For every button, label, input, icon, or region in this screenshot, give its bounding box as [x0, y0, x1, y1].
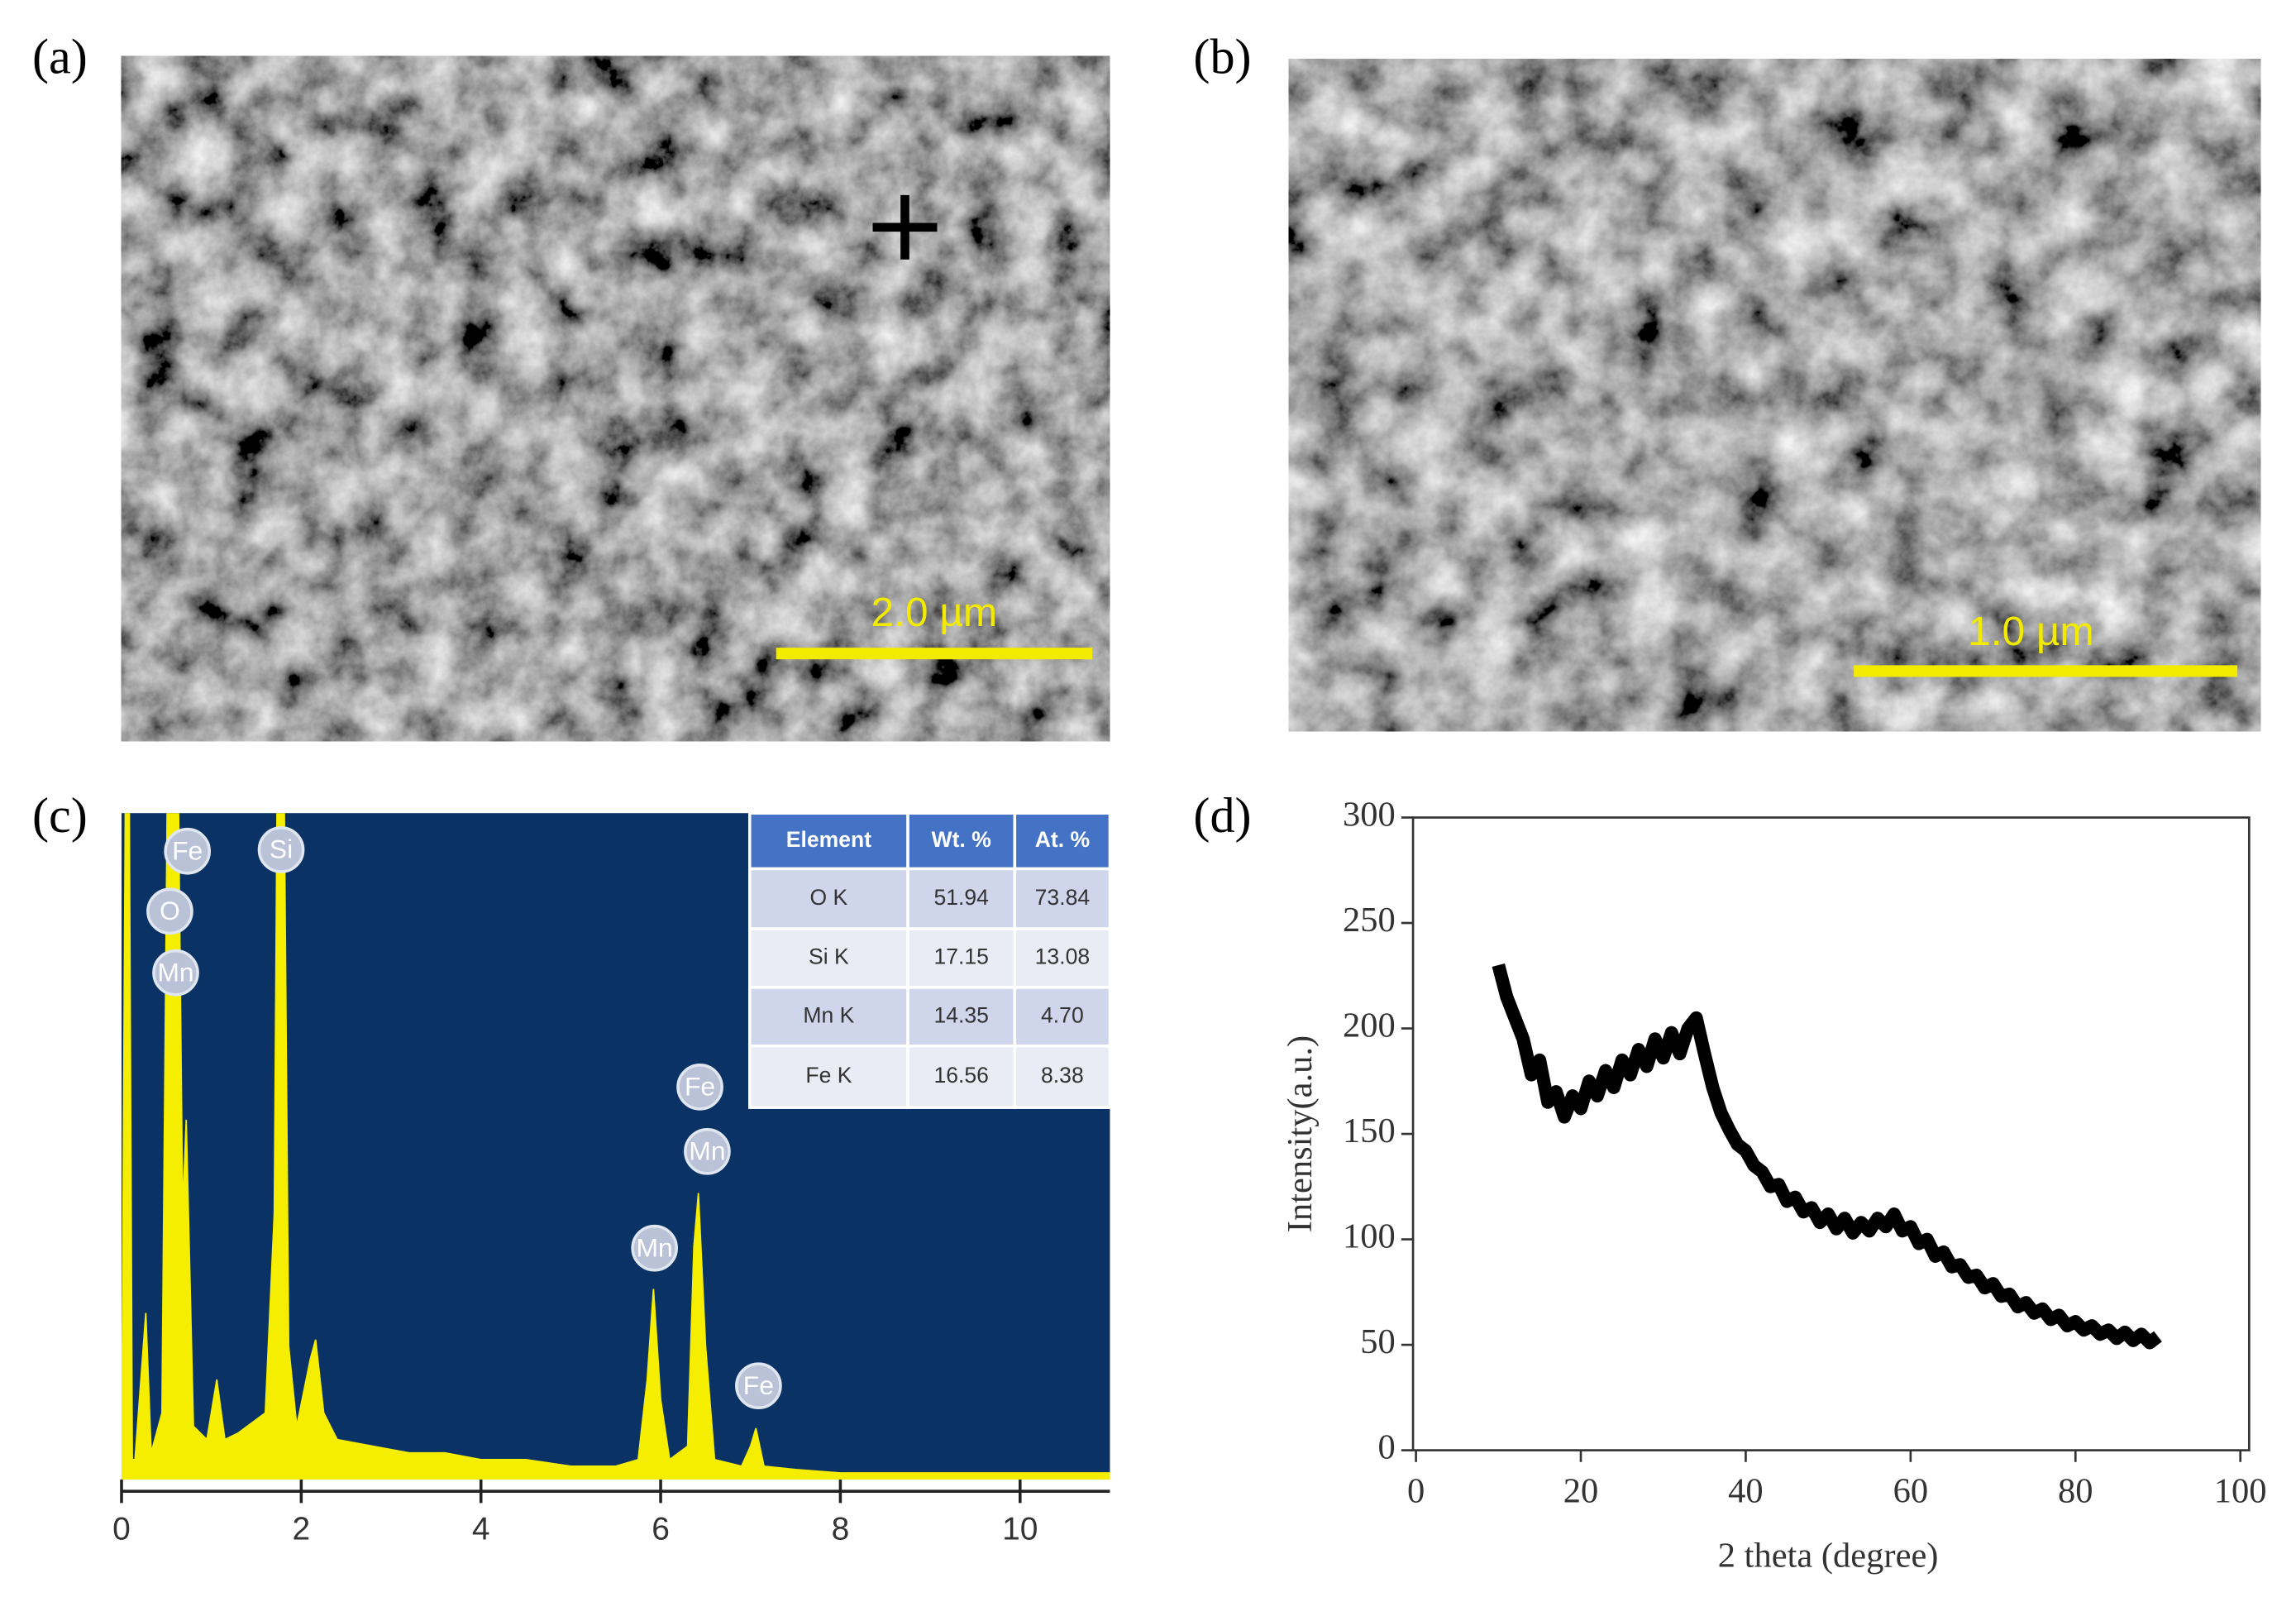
table-cell	[1013, 986, 1112, 1048]
header-text: At. %	[1035, 827, 1090, 852]
sem-image	[121, 55, 1110, 742]
x-tick-label: 0	[112, 1511, 131, 1547]
peak-badge	[735, 1362, 782, 1410]
peak-badge	[152, 949, 199, 997]
x-tick-label: 40	[1728, 1471, 1764, 1510]
cell-text: 4.70	[1041, 1002, 1084, 1027]
cell-text: O K	[810, 885, 848, 910]
header-text: Element	[786, 827, 871, 852]
x-tick-label: 6	[652, 1511, 670, 1547]
header-text: Wt. %	[932, 827, 991, 852]
scale-bar-label: 2.0 µm	[871, 589, 998, 635]
spectrum-area	[121, 813, 1110, 1480]
peak-label: Fe	[743, 1370, 774, 1400]
cell-text: 8.38	[1041, 1063, 1084, 1088]
y-tick-label: 200	[1343, 1006, 1396, 1045]
cell-text: 17.15	[933, 944, 988, 969]
header-cell	[748, 811, 909, 871]
x-tick-label: 10	[1002, 1511, 1038, 1547]
plot-frame	[1411, 816, 2251, 1451]
table-cell	[906, 867, 1017, 930]
x-tick-label: 100	[2214, 1471, 2267, 1510]
x-tick-label: 4	[472, 1511, 490, 1547]
header-cell	[1013, 811, 1112, 871]
peak-label: O	[160, 896, 180, 925]
peak-label: Mn	[157, 957, 193, 987]
y-axis-title: Intensity(a.u.)	[1281, 1035, 1320, 1232]
table-cell	[906, 927, 1017, 989]
table-cell	[906, 986, 1017, 1048]
table-cell	[748, 1045, 909, 1109]
panel-label: (c)	[32, 788, 88, 844]
xrd-chart: 0 20 40 60 80 100 0 50 100 150 200 250 300 2 theta (d…	[1281, 795, 2267, 1575]
sem-image	[1288, 59, 2261, 732]
panel-label: (b)	[1193, 29, 1251, 84]
peak-badge	[676, 1064, 723, 1111]
y-tick-label: 50	[1360, 1322, 1396, 1361]
panel-label: (a)	[32, 29, 88, 84]
cell-text: 16.56	[933, 1063, 988, 1088]
composition-table: Element Wt. % At. % O K 51.94 73.84 Si K 17.15 1…	[748, 811, 1112, 1109]
y-tick-label: 300	[1343, 795, 1396, 834]
peak-label: Fe	[172, 835, 203, 865]
x-axis-title: 2 theta (degree)	[1718, 1536, 1939, 1575]
x-tick-label: 8	[832, 1511, 850, 1547]
peak-badge	[684, 1127, 731, 1175]
cell-text: 14.35	[933, 1002, 988, 1027]
table-cell	[906, 1045, 1017, 1109]
peak-badge	[164, 827, 212, 875]
cell-text: Mn K	[803, 1002, 854, 1027]
x-tick-label: 80	[2058, 1471, 2093, 1510]
x-tick-label: 0	[1407, 1471, 1425, 1510]
panel-label: (d)	[1193, 788, 1251, 844]
cell-text: 73.84	[1035, 885, 1090, 910]
scale-bar-label: 1.0 µm	[1968, 608, 2094, 654]
table-cell	[748, 927, 909, 989]
cell-text: 13.08	[1035, 944, 1090, 969]
x-tick-label: 60	[1893, 1471, 1929, 1510]
peak-badge	[631, 1224, 678, 1272]
cell-text: 51.94	[933, 885, 988, 910]
x-tick-label: 20	[1563, 1471, 1598, 1510]
x-tick-label: 2	[293, 1511, 311, 1547]
peak-badge	[257, 826, 305, 873]
y-tick-label: 150	[1343, 1112, 1396, 1150]
peak-badge	[146, 887, 193, 935]
xrd-line	[1492, 963, 2162, 1350]
table-cell	[748, 986, 909, 1048]
y-tick-label: 0	[1378, 1427, 1396, 1466]
cross-marker	[872, 194, 938, 260]
cell-text: Fe K	[805, 1063, 852, 1088]
y-tick-label: 100	[1343, 1217, 1396, 1255]
peak-label: Si	[270, 834, 293, 864]
peak-label: Mn	[689, 1136, 725, 1166]
eds-chart: 0 2 4 6 8 10 Fe O Mn Si Fe Mn Mn Fe	[112, 813, 1110, 1547]
y-tick-label: 250	[1343, 901, 1396, 939]
peak-label: Mn	[637, 1232, 673, 1262]
peak-label: Fe	[685, 1072, 715, 1102]
cell-text: Si K	[809, 944, 849, 969]
table-cell	[1013, 1045, 1112, 1109]
